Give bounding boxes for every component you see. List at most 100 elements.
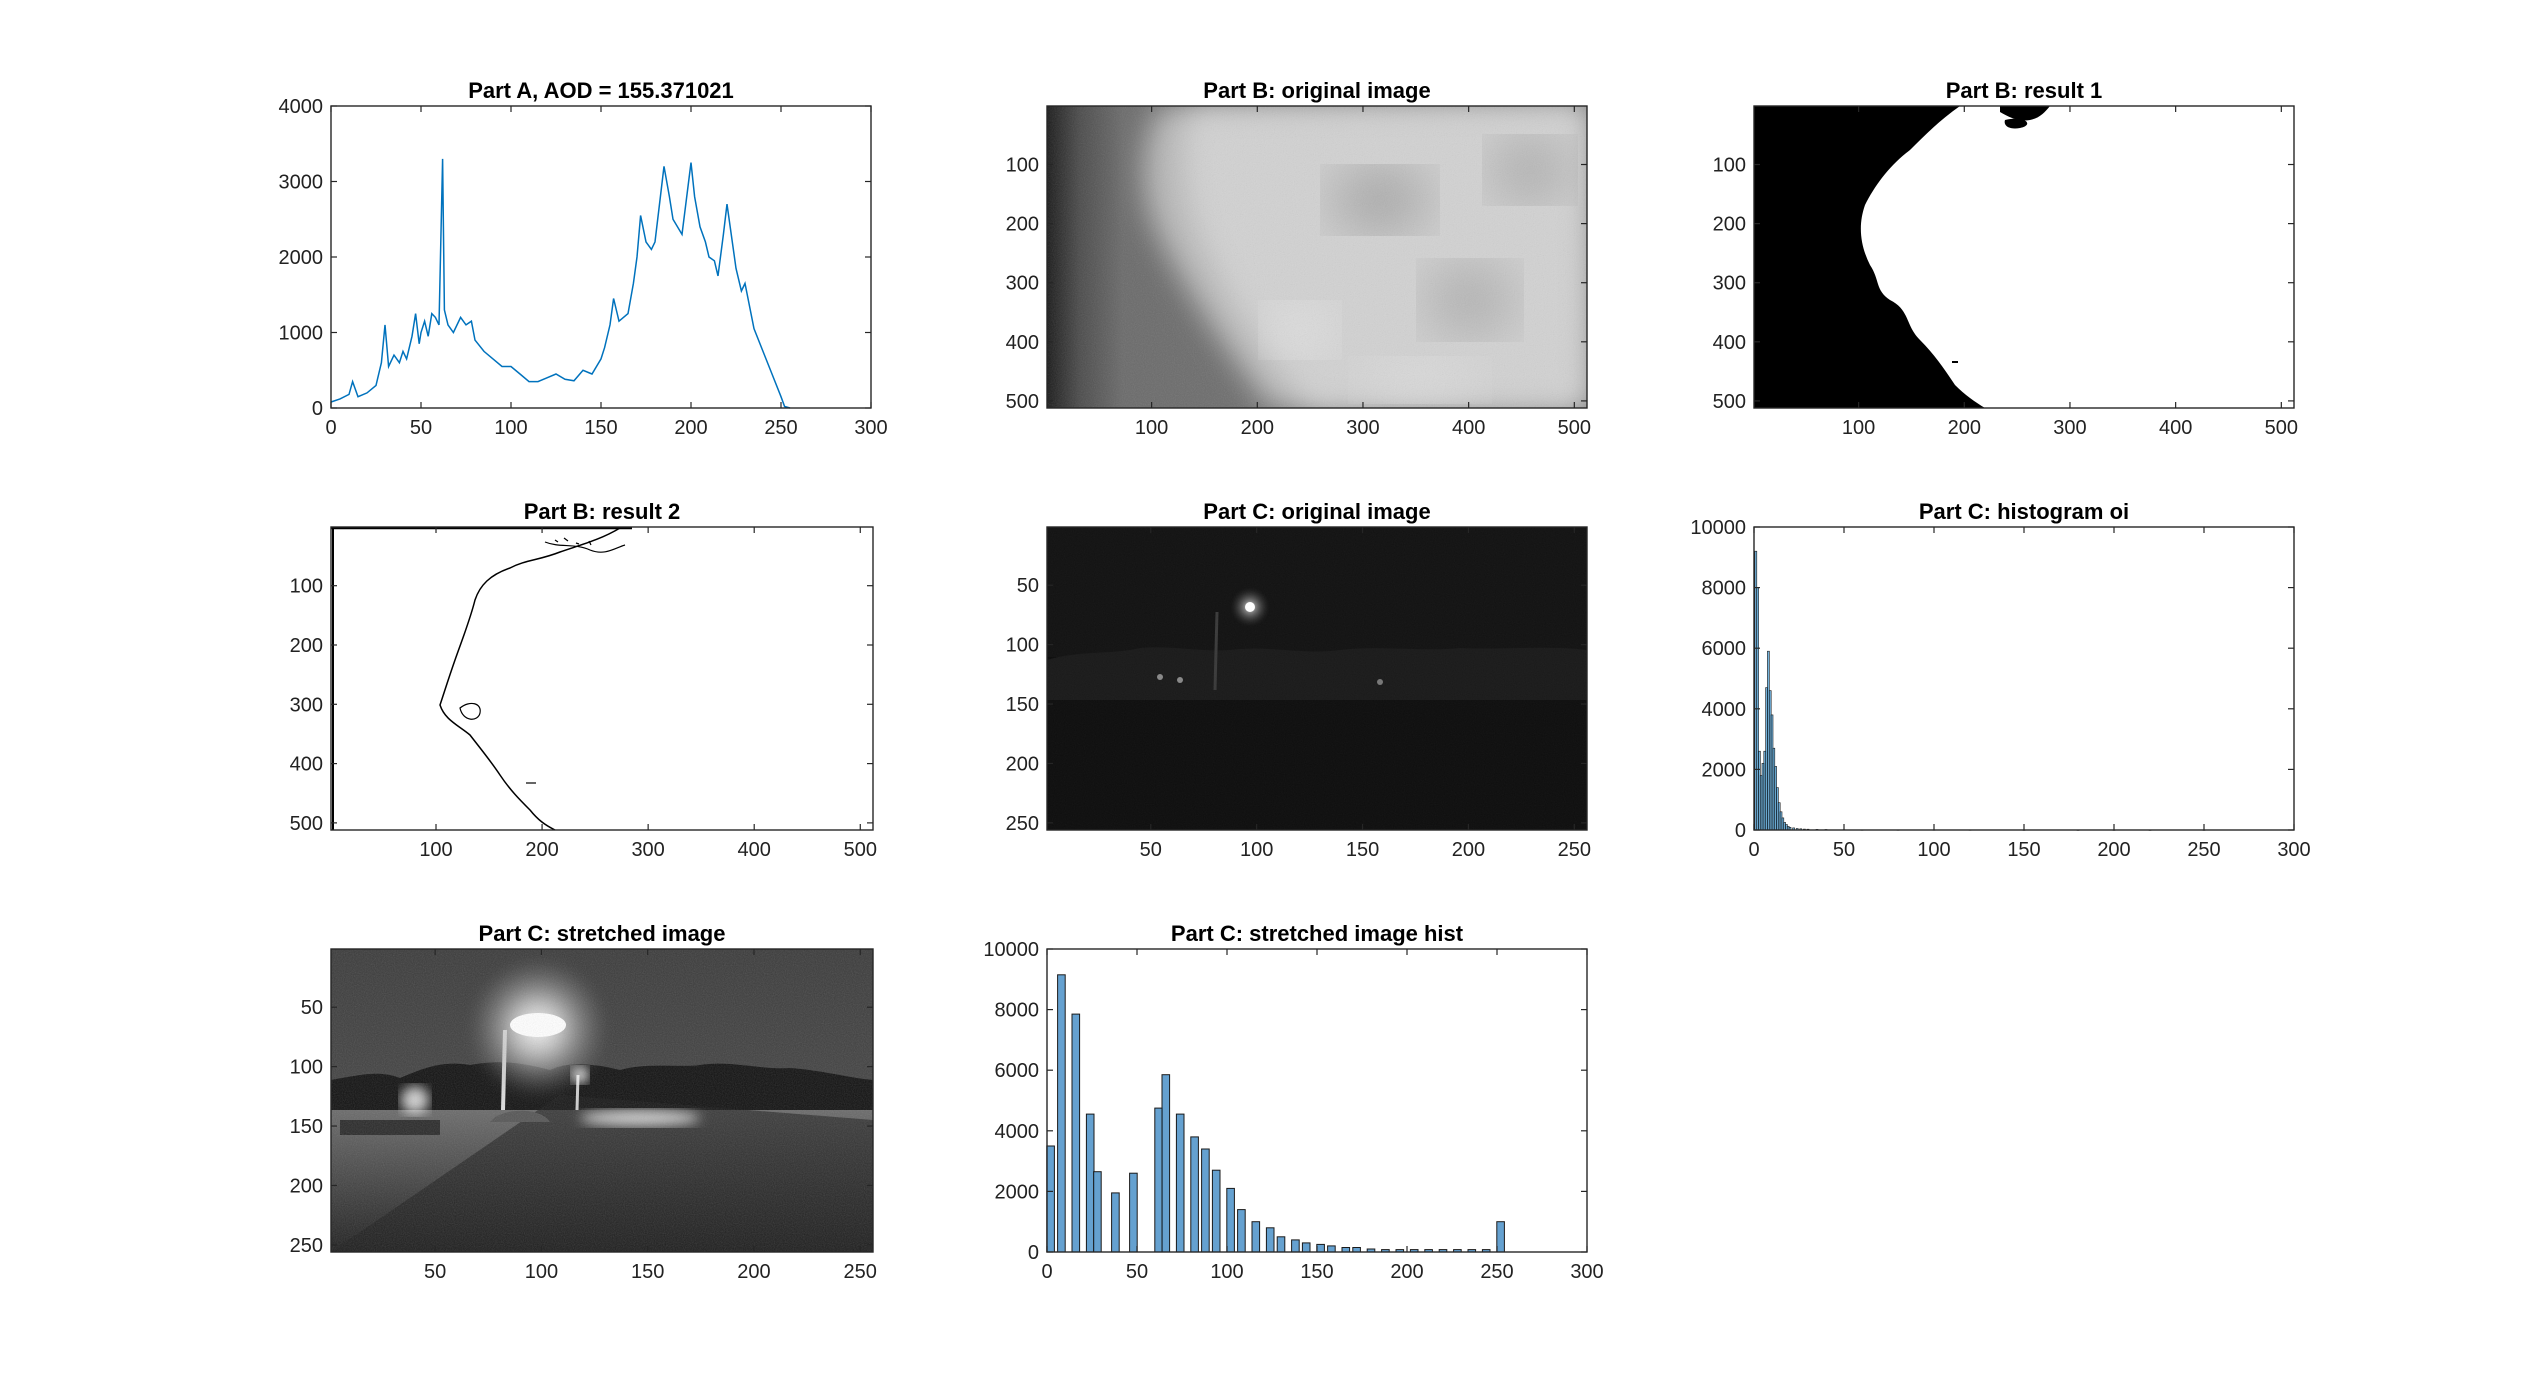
y-tick-label: 1000 xyxy=(279,323,324,345)
y-tick-label: 10000 xyxy=(983,939,1039,961)
chart-b2: 100 200 300 400 500 100 200 300 400 500 Part B: re… xyxy=(1713,78,2298,439)
y-tick-label: 50 xyxy=(1017,575,1039,597)
x-tick-label: 400 xyxy=(1452,417,1485,439)
y-tick-label: 400 xyxy=(1713,332,1746,354)
y-tick-label: 100 xyxy=(290,576,323,598)
x-tick-label: 200 xyxy=(2097,839,2130,861)
threshold-result-image xyxy=(1754,106,2294,408)
bar xyxy=(1129,1172,1138,1253)
edge-result-image xyxy=(331,526,873,831)
x-tick-label: 150 xyxy=(631,1261,664,1283)
x-tick-label: 250 xyxy=(844,1261,877,1283)
chart-title: Part B: result 2 xyxy=(524,499,681,524)
y-tick-label: 8000 xyxy=(995,1000,1040,1022)
bar xyxy=(1301,1242,1311,1253)
x-tick-label: 250 xyxy=(764,417,797,439)
x-tick-label: 500 xyxy=(1558,417,1591,439)
y-tick-label: 200 xyxy=(1713,214,1746,236)
axes-box xyxy=(1046,526,1588,831)
y-tick-label: 100 xyxy=(290,1057,323,1079)
x-tick-label: 100 xyxy=(1240,839,1273,861)
x-tick-label: 100 xyxy=(525,1261,558,1283)
x-tick-label: 300 xyxy=(1346,417,1379,439)
y-tick-label: 500 xyxy=(1006,391,1039,413)
chart-title: Part A, AOD = 155.371021 xyxy=(468,78,734,103)
x-tick-label: 200 xyxy=(1948,417,1981,439)
bar xyxy=(1071,1013,1081,1253)
x-tick-label: 300 xyxy=(631,839,664,861)
x-tick-label: 200 xyxy=(1241,417,1274,439)
y-tick-label: 300 xyxy=(1006,273,1039,295)
bar xyxy=(1265,1227,1275,1253)
y-tick-label: 100 xyxy=(1713,155,1746,177)
bar xyxy=(1211,1169,1221,1253)
x-tick-label: 50 xyxy=(1833,839,1855,861)
bar xyxy=(1046,1145,1055,1253)
y-tick-label: 300 xyxy=(290,694,323,716)
chart-b3: 100 200 300 400 500 100 200 300 400 500 Part B: re… xyxy=(290,499,877,861)
bar xyxy=(1161,1074,1171,1253)
bar xyxy=(1276,1236,1286,1253)
bar xyxy=(1291,1239,1300,1253)
x-tick-label: 0 xyxy=(325,417,336,439)
chart-c1: 50 100 150 200 250 50 100 150 200 250 Part C: orig… xyxy=(1006,499,1591,861)
x-tick-label: 0 xyxy=(1748,839,1759,861)
axes-box xyxy=(330,948,874,1253)
chart-title: Part B: result 1 xyxy=(1946,78,2103,103)
y-tick-label: 50 xyxy=(301,997,323,1019)
night-street-image xyxy=(1047,527,1587,830)
y-tick-label: 3000 xyxy=(279,172,324,194)
y-tick-label: 0 xyxy=(1735,820,1746,842)
bar xyxy=(1085,1113,1095,1253)
x-tick-label: 100 xyxy=(1135,417,1168,439)
y-tick-label: 150 xyxy=(290,1116,323,1138)
chart-c2: 0 50 100 150 200 250 300 0 2000 4000 6000 8000 10000… xyxy=(1690,499,2310,861)
bar xyxy=(1226,1187,1235,1253)
y-tick-label: 0 xyxy=(1028,1242,1039,1264)
bar xyxy=(1190,1136,1199,1253)
chart-b1: 100 200 300 400 500 100 200 300 400 500 Part B: or… xyxy=(1006,78,1591,439)
y-tick-label: 10000 xyxy=(1690,517,1746,539)
x-tick-label: 250 xyxy=(1558,839,1591,861)
y-tick-label: 4000 xyxy=(279,96,324,118)
axes-box xyxy=(330,526,874,831)
y-tick-label: 400 xyxy=(1006,332,1039,354)
x-tick-label: 500 xyxy=(844,839,877,861)
y-tick-label: 2000 xyxy=(279,247,324,269)
y-tick-label: 200 xyxy=(290,635,323,657)
y-tick-label: 100 xyxy=(1006,635,1039,657)
chart-title: Part C: original image xyxy=(1203,499,1430,524)
x-tick-label: 200 xyxy=(1390,1261,1423,1283)
chart-a: 0 50 100 150 200 250 30001000200030004000Part … xyxy=(279,78,888,439)
y-tick-label: 400 xyxy=(290,754,323,776)
axes-box xyxy=(1753,105,2295,409)
y-tick-label: 200 xyxy=(290,1175,323,1197)
chart-title: Part C: stretched image hist xyxy=(1171,921,1464,946)
x-tick-label: 500 xyxy=(2265,417,2298,439)
bar xyxy=(1154,1107,1163,1253)
y-tick-label: 500 xyxy=(1713,391,1746,413)
bar xyxy=(1175,1113,1185,1253)
y-tick-label: 150 xyxy=(1006,694,1039,716)
x-tick-label: 250 xyxy=(2187,839,2220,861)
y-tick-label: 200 xyxy=(1006,753,1039,775)
y-tick-label: 250 xyxy=(1006,813,1039,835)
x-tick-label: 300 xyxy=(2277,839,2310,861)
y-tick-label: 250 xyxy=(290,1235,323,1257)
x-tick-label: 0 xyxy=(1041,1261,1052,1283)
x-tick-label: 100 xyxy=(1917,839,1950,861)
x-tick-label: 50 xyxy=(1140,839,1162,861)
x-tick-label: 200 xyxy=(737,1261,770,1283)
bar xyxy=(1251,1221,1261,1253)
y-tick-label: 4000 xyxy=(1702,699,1747,721)
x-tick-label: 50 xyxy=(1126,1261,1148,1283)
chart-c3: 50 100 150 200 250 50 100 150 200 250 Part C: stre… xyxy=(290,921,877,1283)
bar xyxy=(1093,1171,1102,1253)
x-tick-label: 200 xyxy=(525,839,558,861)
x-tick-label: 300 xyxy=(2053,417,2086,439)
y-tick-label: 300 xyxy=(1713,273,1746,295)
x-tick-label: 150 xyxy=(2007,839,2040,861)
bar xyxy=(1201,1148,1210,1253)
y-tick-label: 2000 xyxy=(1702,759,1747,781)
